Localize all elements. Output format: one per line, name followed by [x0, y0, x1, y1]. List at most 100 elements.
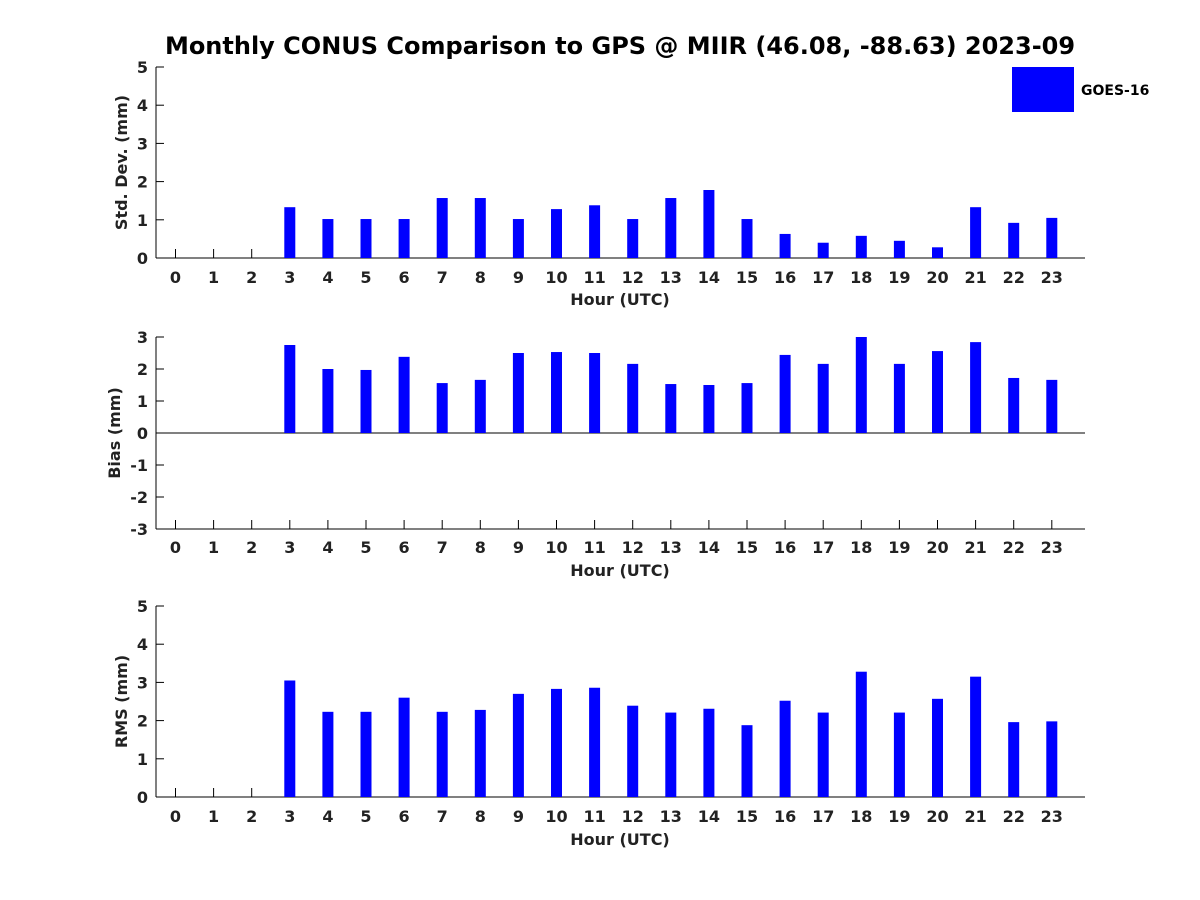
- x-tick-label: 3: [284, 538, 295, 557]
- x-tick-label: 7: [437, 807, 448, 826]
- x-tick-label: 10: [545, 268, 567, 287]
- x-tick-label: 13: [660, 268, 682, 287]
- x-tick-label: 18: [850, 268, 872, 287]
- x-tick-label: 2: [246, 538, 257, 557]
- x-tick-label: 5: [360, 807, 371, 826]
- bar-hour-8: [474, 709, 486, 797]
- y-tick-label: 0: [137, 249, 148, 268]
- x-tick-label: 14: [698, 538, 720, 557]
- x-tick-label: 16: [774, 268, 796, 287]
- bar-hour-6: [398, 697, 410, 797]
- x-tick-label: 18: [850, 807, 872, 826]
- bar-hour-21: [970, 207, 982, 258]
- bar-hour-15: [741, 219, 753, 258]
- y-tick-label: -2: [130, 488, 148, 507]
- bar-hour-4: [322, 711, 334, 797]
- x-tick-label: 21: [964, 538, 986, 557]
- x-tick-label: 14: [698, 807, 720, 826]
- bar-hour-12: [627, 219, 639, 258]
- x-tick-label: 15: [736, 538, 758, 557]
- x-tick-label: 4: [322, 268, 333, 287]
- x-tick-label: 17: [812, 268, 834, 287]
- x-tick-label: 3: [284, 807, 295, 826]
- bar-hour-18: [855, 235, 867, 258]
- x-tick-label: 16: [774, 538, 796, 557]
- bar-hour-4: [322, 219, 334, 258]
- x-tick-label: 10: [545, 807, 567, 826]
- y-tick-label: 4: [137, 96, 148, 115]
- legend-label: GOES-16: [1081, 83, 1149, 99]
- x-tick-label: 6: [399, 268, 410, 287]
- bar-hour-22: [1008, 377, 1020, 433]
- bar-hour-22: [1008, 222, 1020, 258]
- x-tick-label: 19: [888, 538, 910, 557]
- x-tick-label: 3: [284, 268, 295, 287]
- x-tick-label: 12: [622, 807, 644, 826]
- y-tick-label: 1: [137, 211, 148, 230]
- x-tick-label: 22: [1003, 538, 1025, 557]
- y-tick-label: 1: [137, 392, 148, 411]
- bar-hour-5: [360, 711, 372, 797]
- x-tick-label: 15: [736, 807, 758, 826]
- x-tick-label: 15: [736, 268, 758, 287]
- bar-hour-18: [855, 337, 867, 433]
- y-tick-label: -1: [130, 456, 148, 475]
- bar-hour-23: [1046, 379, 1058, 433]
- x-tick-label: 7: [437, 538, 448, 557]
- x-tick-label: 2: [246, 807, 257, 826]
- x-tick-label: 11: [583, 268, 605, 287]
- bar-hour-20: [932, 247, 943, 258]
- x-tick-label: 17: [812, 538, 834, 557]
- x-tick-label: 9: [513, 538, 524, 557]
- bar-hour-17: [817, 712, 829, 797]
- bar-hour-13: [665, 712, 677, 797]
- bar-hour-17: [817, 242, 829, 258]
- x-tick-label: 21: [964, 268, 986, 287]
- y-axis-label: Bias (mm): [105, 387, 124, 479]
- x-tick-label: 22: [1003, 807, 1025, 826]
- bar-hour-11: [589, 205, 601, 258]
- bar-hour-9: [512, 693, 524, 797]
- x-tick-label: 5: [360, 268, 371, 287]
- x-tick-label: 13: [660, 538, 682, 557]
- x-tick-label: 23: [1041, 268, 1063, 287]
- y-tick-label: -3: [130, 520, 148, 539]
- x-tick-label: 10: [545, 538, 567, 557]
- x-tick-label: 18: [850, 538, 872, 557]
- bar-hour-19: [893, 240, 905, 258]
- x-tick-label: 2: [246, 268, 257, 287]
- bar-hour-14: [703, 708, 715, 797]
- bar-hour-12: [627, 705, 639, 797]
- bar-hour-19: [893, 363, 905, 433]
- bar-hour-16: [779, 233, 791, 258]
- y-tick-label: 0: [137, 424, 148, 443]
- y-tick-label: 3: [137, 673, 148, 692]
- bar-hour-10: [551, 352, 562, 433]
- x-tick-label: 6: [399, 807, 410, 826]
- bar-hour-13: [665, 198, 677, 258]
- bar-hour-14: [703, 385, 715, 433]
- x-tick-label: 0: [170, 807, 181, 826]
- bar-hour-4: [322, 369, 334, 433]
- x-tick-label: 11: [583, 807, 605, 826]
- bar-hour-22: [1008, 722, 1020, 797]
- x-tick-label: 0: [170, 268, 181, 287]
- bar-hour-20: [932, 698, 943, 797]
- y-axis-label: RMS (mm): [112, 655, 131, 748]
- bar-hour-13: [665, 384, 677, 433]
- bar-hour-9: [512, 353, 524, 433]
- bar-hour-16: [779, 354, 791, 433]
- bar-hour-20: [932, 351, 943, 433]
- y-tick-label: 1: [137, 750, 148, 769]
- bar-hour-15: [741, 725, 753, 797]
- y-tick-label: 3: [137, 134, 148, 153]
- bar-hour-11: [589, 687, 601, 797]
- x-tick-label: 20: [926, 538, 948, 557]
- bar-hour-7: [436, 198, 448, 258]
- x-axis-label: Hour (UTC): [570, 830, 670, 849]
- x-tick-label: 21: [964, 807, 986, 826]
- y-tick-label: 5: [137, 597, 148, 616]
- x-axis-label: Hour (UTC): [570, 561, 670, 580]
